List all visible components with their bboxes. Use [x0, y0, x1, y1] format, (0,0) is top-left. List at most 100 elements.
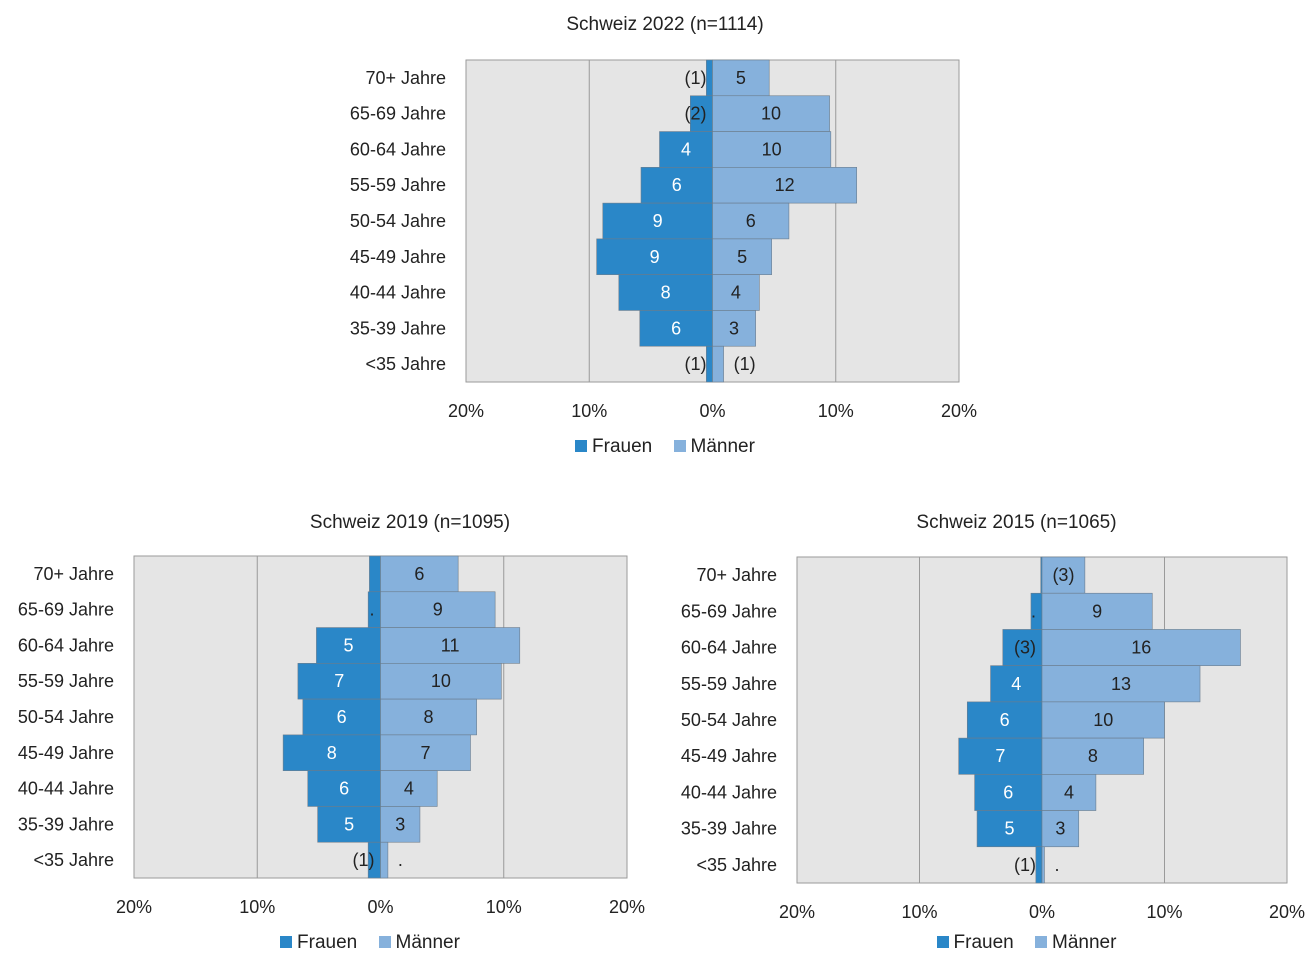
data-label-women: 6	[1000, 710, 1010, 730]
x-tick-label: 10%	[239, 897, 275, 917]
legend-label-men: Männer	[395, 932, 460, 953]
x-tick-label: 20%	[941, 401, 977, 421]
data-label-women: 8	[327, 743, 337, 763]
data-label-men: 10	[431, 671, 451, 691]
bar-women	[316, 627, 381, 664]
chart-title: Schweiz 2019 (n=1095)	[309, 512, 511, 533]
data-label-women: 7	[334, 671, 344, 691]
bar-women	[602, 202, 713, 240]
bar-women	[639, 310, 713, 347]
category-label: 40-44 Jahre	[350, 283, 446, 303]
chart-legend: Frauen Männer	[330, 436, 1000, 458]
bar-women	[659, 131, 713, 168]
chart-plot: 20% 10% 0% 10% 20% 70+ Jahre (3) 65-69 Jahre. 9 6…	[681, 556, 1305, 922]
data-label-men: 16	[1131, 638, 1151, 658]
data-label-women: 6	[339, 779, 349, 799]
data-label-women: 6	[671, 318, 681, 338]
category-label: 70+ Jahre	[33, 564, 114, 584]
data-label-men: 5	[736, 68, 746, 88]
data-label-women: 4	[681, 139, 691, 159]
bar-women	[1002, 629, 1043, 666]
data-label-men: 5	[737, 247, 747, 267]
x-tick-label: 20%	[779, 902, 815, 922]
data-label-men: 9	[1092, 601, 1102, 621]
chart-title: Schweiz 2015 (n=1065)	[916, 512, 1117, 533]
bar-women	[706, 59, 713, 97]
legend-swatch-men	[378, 936, 391, 948]
category-label: 50-54 Jahre	[350, 211, 446, 231]
legend-swatch-women	[575, 440, 588, 452]
category-label: 65-69 Jahre	[350, 104, 446, 124]
data-label-women: (3)	[1014, 638, 1036, 658]
bar-women	[618, 274, 713, 311]
category-label: 55-59 Jahre	[18, 671, 114, 691]
data-label-men: .	[398, 850, 403, 870]
legend-swatch-men	[673, 440, 686, 452]
legend-item-women: Frauen	[936, 932, 1014, 954]
bar-women	[1035, 846, 1043, 884]
data-label-men: 10	[1093, 710, 1113, 730]
data-label-women: 5	[344, 814, 354, 834]
legend-swatch-women	[280, 936, 293, 948]
bar-men	[380, 555, 459, 593]
bar-men	[380, 734, 471, 771]
category-label: 40-44 Jahre	[681, 782, 777, 802]
x-tick-label: 10%	[818, 401, 854, 421]
data-label-men: 8	[424, 707, 434, 727]
category-label: 65-69 Jahre	[681, 601, 777, 621]
data-label-men: 11	[441, 635, 460, 655]
data-label-women: 7	[995, 746, 1005, 766]
legend-label-men: Männer	[1052, 932, 1117, 953]
category-label: 65-69 Jahre	[18, 600, 114, 620]
category-label: 45-49 Jahre	[681, 746, 777, 766]
bar-women	[369, 555, 381, 593]
category-label: <35 Jahre	[33, 850, 114, 870]
data-label-men: (3)	[1052, 565, 1074, 585]
category-label: 45-49 Jahre	[18, 743, 114, 763]
x-tick-label: 0%	[699, 401, 725, 421]
chart-legend: Frauen Männer	[660, 932, 1313, 954]
bar-men	[712, 95, 830, 132]
x-tick-label: 10%	[486, 897, 522, 917]
legend-item-women: Frauen	[280, 932, 357, 954]
bar-men	[380, 663, 502, 700]
bar-women	[966, 701, 1043, 739]
pyramid-chart-2015: Schweiz 2015 (n=1065) 20% 10% 0% 10% 20% 70+ …	[660, 498, 1313, 954]
data-label-women: 8	[661, 283, 671, 303]
bar-men	[712, 310, 756, 347]
category-label: 35-39 Jahre	[18, 814, 114, 834]
category-label: 60-64 Jahre	[350, 139, 446, 159]
data-label-men: 3	[1055, 819, 1065, 839]
legend-item-women: Frauen	[575, 436, 652, 458]
category-label: <35 Jahre	[365, 354, 446, 374]
bar-men	[1041, 737, 1144, 775]
data-label-women: (1)	[353, 850, 375, 870]
data-label-men: 12	[775, 175, 795, 195]
category-label: 35-39 Jahre	[681, 819, 777, 839]
data-label-women: 6	[1003, 782, 1013, 802]
data-label-women: 5	[1005, 819, 1015, 839]
legend-item-men: Männer	[1035, 932, 1116, 954]
category-label: 35-39 Jahre	[350, 318, 446, 338]
data-label-women: .	[369, 600, 374, 620]
data-label-men: 3	[729, 318, 739, 338]
x-tick-label: 20%	[448, 401, 484, 421]
bar-women	[302, 698, 381, 736]
data-label-women: 6	[672, 175, 682, 195]
bar-men	[712, 131, 832, 168]
data-label-men: 10	[762, 139, 782, 159]
pyramid-chart-2019: Schweiz 2019 (n=1095) 20% 10% 0% 10% 20% 70+ …	[0, 498, 660, 954]
data-label-men: 7	[420, 743, 430, 763]
category-label: 55-59 Jahre	[350, 175, 446, 195]
data-label-women: (1)	[685, 354, 707, 374]
legend-item-men: Männer	[378, 932, 460, 954]
data-label-women: .	[1031, 601, 1036, 621]
category-label: 70+ Jahre	[696, 565, 777, 585]
bar-men	[712, 274, 760, 311]
data-label-men: 4	[404, 779, 414, 799]
bar-women	[706, 345, 713, 383]
legend-label-women: Frauen	[953, 932, 1014, 953]
data-label-men: 8	[1088, 746, 1098, 766]
legend-swatch-women	[936, 936, 949, 948]
x-tick-label: 20%	[116, 897, 152, 917]
